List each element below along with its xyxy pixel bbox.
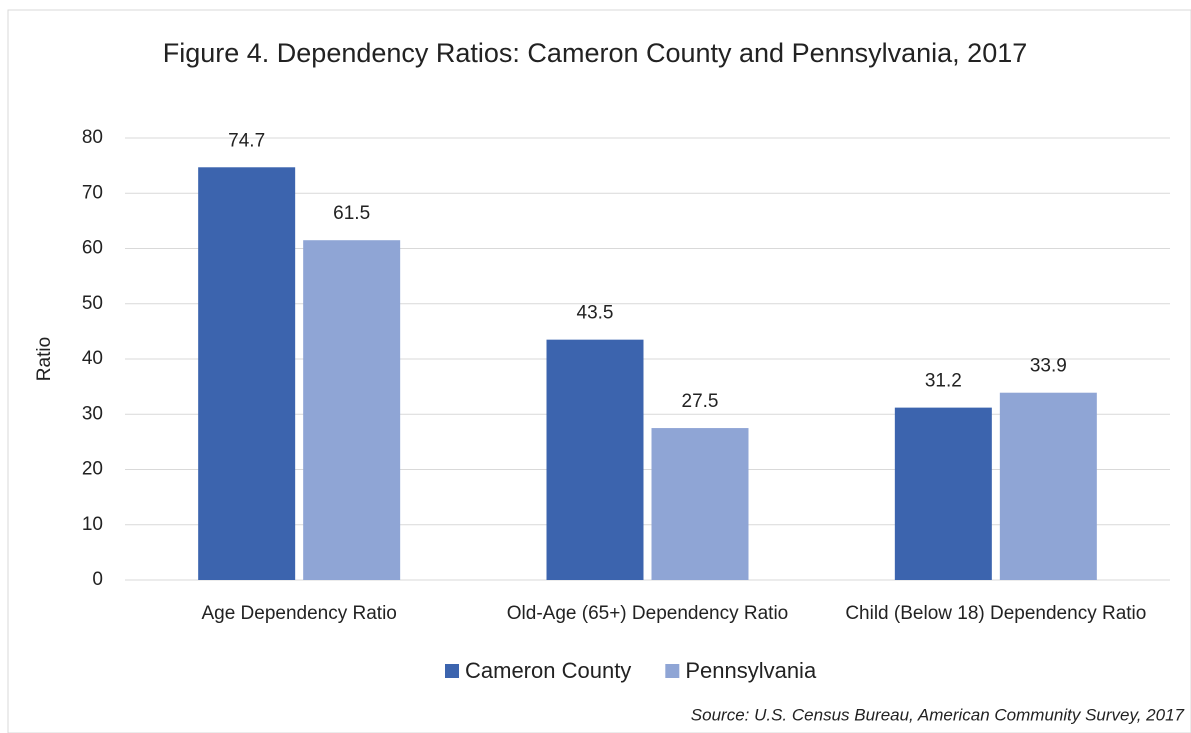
y-tick-label: 80 (82, 127, 103, 148)
bar (999, 392, 1097, 580)
legend-swatch (665, 664, 680, 678)
y-tick-label: 40 (82, 348, 103, 369)
x-tick-label: Age Dependency Ratio (201, 603, 396, 624)
data-label: 74.7 (228, 130, 265, 151)
x-tick-label: Child (Below 18) Dependency Ratio (845, 603, 1146, 624)
y-tick-label: 30 (82, 403, 103, 424)
source: Source: U.S. Census Bureau, American Com… (691, 705, 1185, 724)
data-label: 27.5 (682, 391, 719, 412)
data-label: 43.5 (577, 303, 614, 324)
legend-label: Pennsylvania (685, 658, 817, 683)
y-tick-label: 20 (82, 459, 103, 480)
bar (651, 428, 749, 580)
y-tick-label: 50 (82, 293, 103, 314)
legend-swatch (445, 664, 459, 678)
data-label: 31.2 (925, 371, 962, 392)
bar (303, 240, 401, 580)
bar (198, 167, 296, 580)
bar (546, 339, 644, 580)
x-tick-label: Old-Age (65+) Dependency Ratio (507, 603, 788, 624)
data-label: 33.9 (1030, 356, 1067, 377)
bar (894, 407, 992, 580)
legend-label: Cameron County (465, 658, 631, 683)
y-tick-label: 60 (82, 238, 103, 259)
y-tick-label: 70 (82, 182, 103, 203)
chart-title: Figure 4. Dependency Ratios: Cameron Cou… (163, 38, 1028, 68)
y-tick-label: 0 (92, 569, 103, 590)
y-tick-label: 10 (82, 514, 103, 535)
y-axis-label: Ratio (34, 337, 55, 381)
data-label: 61.5 (333, 203, 370, 224)
